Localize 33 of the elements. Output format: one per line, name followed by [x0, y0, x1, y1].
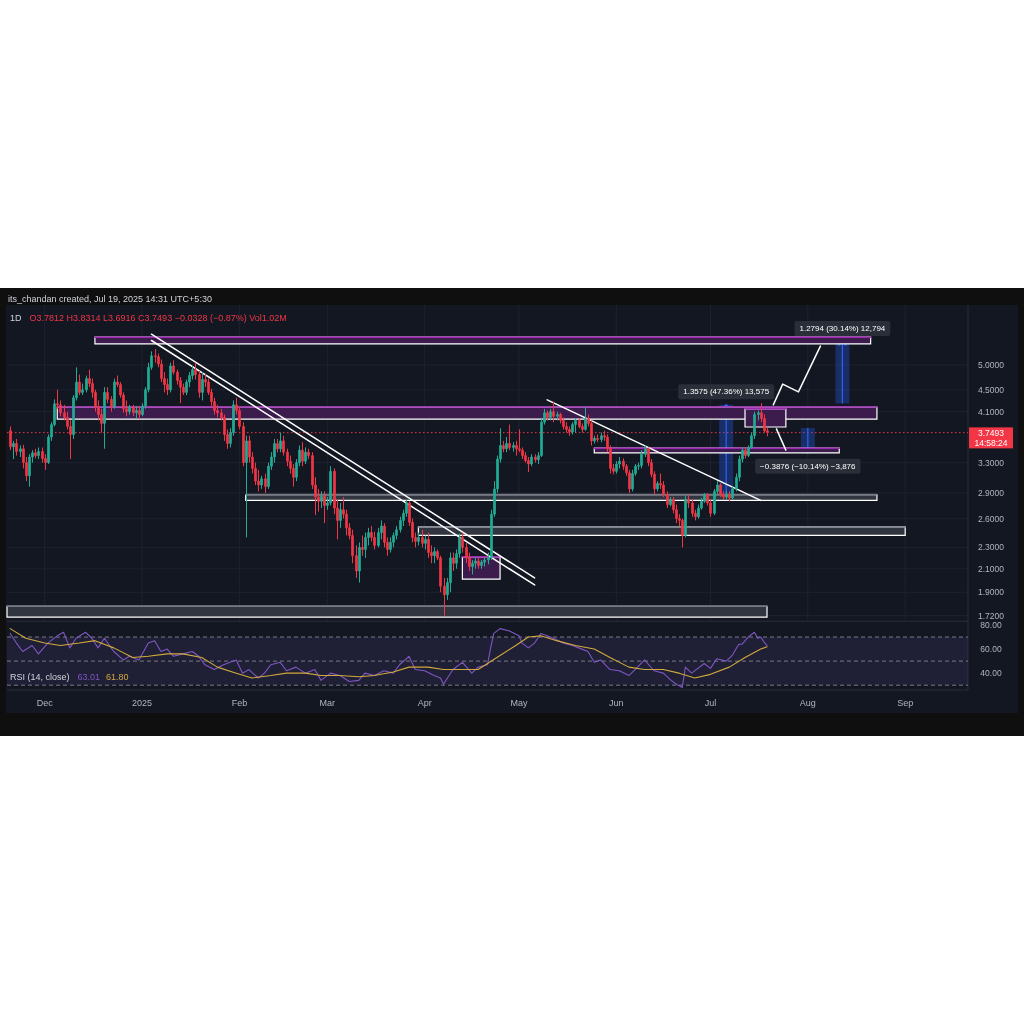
y-tick-label: 1.9000 — [978, 587, 1005, 598]
x-tick-label: Aug — [799, 698, 816, 708]
x-tick-label: Feb — [231, 698, 248, 708]
y-tick-label: 60.00 — [980, 644, 1002, 655]
y-tick-label: 2.3000 — [978, 542, 1005, 553]
text: 1D — [10, 313, 23, 323]
chart-subtitle: its_chandan created, Jul 19, 2025 14:31 UTC+5:30 — [8, 294, 212, 304]
data-label: 1.3575 (47.36%) 13,575 — [683, 387, 770, 397]
y-tick-label: 1.7200 — [978, 610, 1005, 621]
y-tick-label: 4.1000 — [978, 406, 1005, 417]
y-tick-label: 2.1000 — [978, 563, 1005, 574]
x-tick-label: Sep — [897, 698, 914, 708]
ref-line-label: 3.7493 14:58:24 — [974, 427, 1008, 449]
y-tick-label: 3.3000 — [978, 457, 1005, 468]
data-label: 1.2794 (30.14%) 12,794 — [799, 324, 886, 334]
x-tick-label: May — [510, 698, 528, 708]
x-tick-label: Dec — [36, 698, 54, 708]
x-tick-label: Mar — [319, 698, 336, 708]
x-tick-label: Jul — [704, 698, 717, 708]
x-tick-label: 2025 — [132, 698, 153, 708]
x-tick-label: Apr — [417, 698, 432, 708]
y-tick-label: 5.0000 — [978, 360, 1005, 371]
y-tick-label: 2.9000 — [978, 487, 1005, 498]
annotation: O3.7812 H3.8314 L3.6916 C3.7493 −0.0328 (−0.87%) Vol1.02M — [29, 313, 287, 323]
text: RSI (14, close) — [10, 672, 70, 682]
annotation: 63.01 — [77, 672, 101, 682]
y-tick-label: 40.00 — [980, 668, 1002, 679]
y-tick-label: 80.00 — [980, 620, 1002, 631]
x-tick-label: Jun — [609, 698, 624, 708]
annotation: 61.80 — [106, 672, 129, 682]
y-tick-label: 2.6000 — [978, 513, 1005, 524]
y-tick-label: 4.5000 — [978, 384, 1005, 395]
data-label: −0.3876 (−10.14%) −3,876 — [760, 461, 857, 471]
